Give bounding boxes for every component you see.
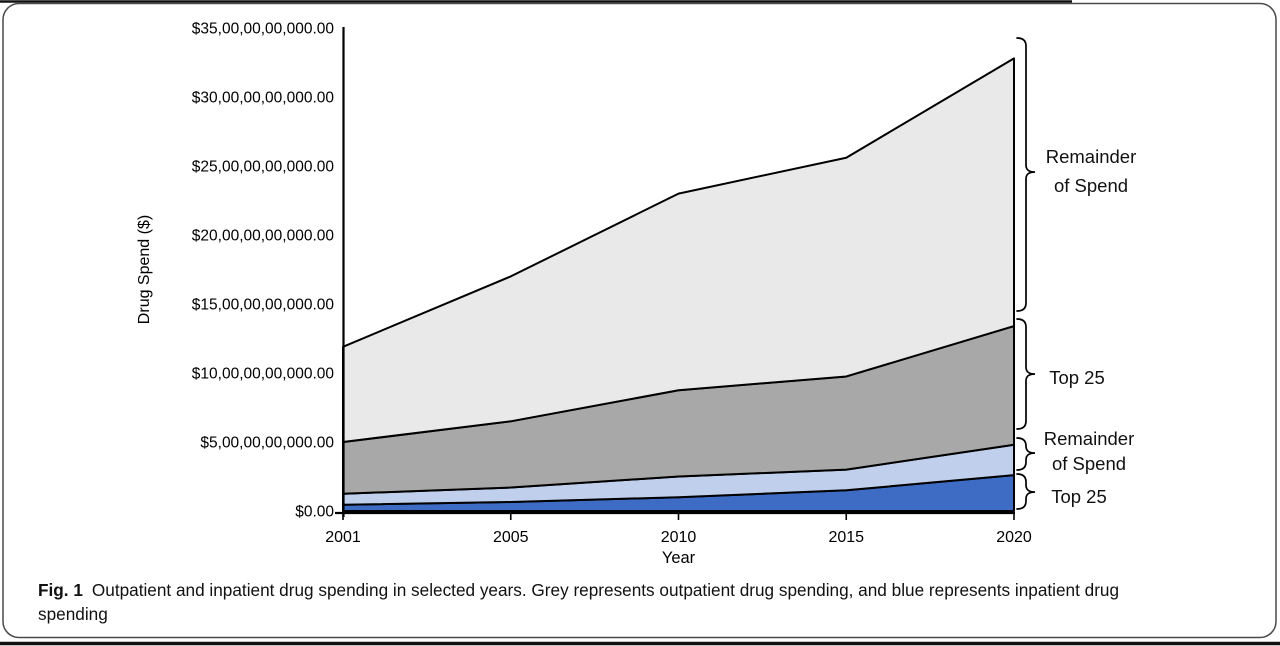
annotation-label-3: Remainder (1044, 428, 1135, 449)
annotation-label-1: of Spend (1054, 175, 1128, 196)
figure-caption-label: Fig. 1 (38, 580, 83, 600)
figure-caption-text: Outpatient and inpatient drug spending i… (38, 580, 1120, 625)
annotation-bracket-1 (1016, 37, 1036, 312)
y-tick-label: $25,00,00,00,000.00 (192, 159, 335, 176)
x-tick-label: 2015 (828, 529, 864, 546)
x-tick-label: 2010 (661, 529, 697, 546)
y-tick-label: $10,00,00,00,000.00 (192, 366, 335, 383)
annotation-label-4: Top 25 (1051, 486, 1107, 507)
annotation-bracket-4 (1016, 473, 1036, 510)
annotation-label-2: Top 25 (1049, 367, 1105, 388)
y-tick-label: $20,00,00,00,000.00 (192, 228, 335, 245)
area-band-outpatient-remainder-of-spend (342, 57, 1015, 443)
x-tick-label: 2020 (996, 529, 1032, 546)
x-tick-label: 2001 (325, 529, 361, 546)
y-tick-label: $15,00,00,00,000.00 (192, 297, 335, 314)
annotation-bracket-3 (1016, 437, 1036, 471)
y-tick-label: $5,00,00,00,000.00 (200, 435, 334, 452)
annotation-label-3: of Spend (1052, 453, 1126, 474)
figure-caption: Fig. 1 Outpatient and inpatient drug spen… (38, 578, 1163, 627)
annotation-label-1: Remainder (1046, 146, 1137, 167)
y-axis-title: Drug Spend ($) (136, 215, 153, 324)
y-tick-label: $30,00,00,00,000.00 (192, 90, 335, 107)
y-tick-label: $0.00 (295, 504, 334, 521)
x-tick-label: 2005 (493, 529, 529, 546)
x-axis-title: Year (662, 549, 696, 567)
y-tick-label: $35,00,00,00,000.00 (192, 21, 335, 38)
annotation-bracket-2 (1016, 318, 1036, 430)
